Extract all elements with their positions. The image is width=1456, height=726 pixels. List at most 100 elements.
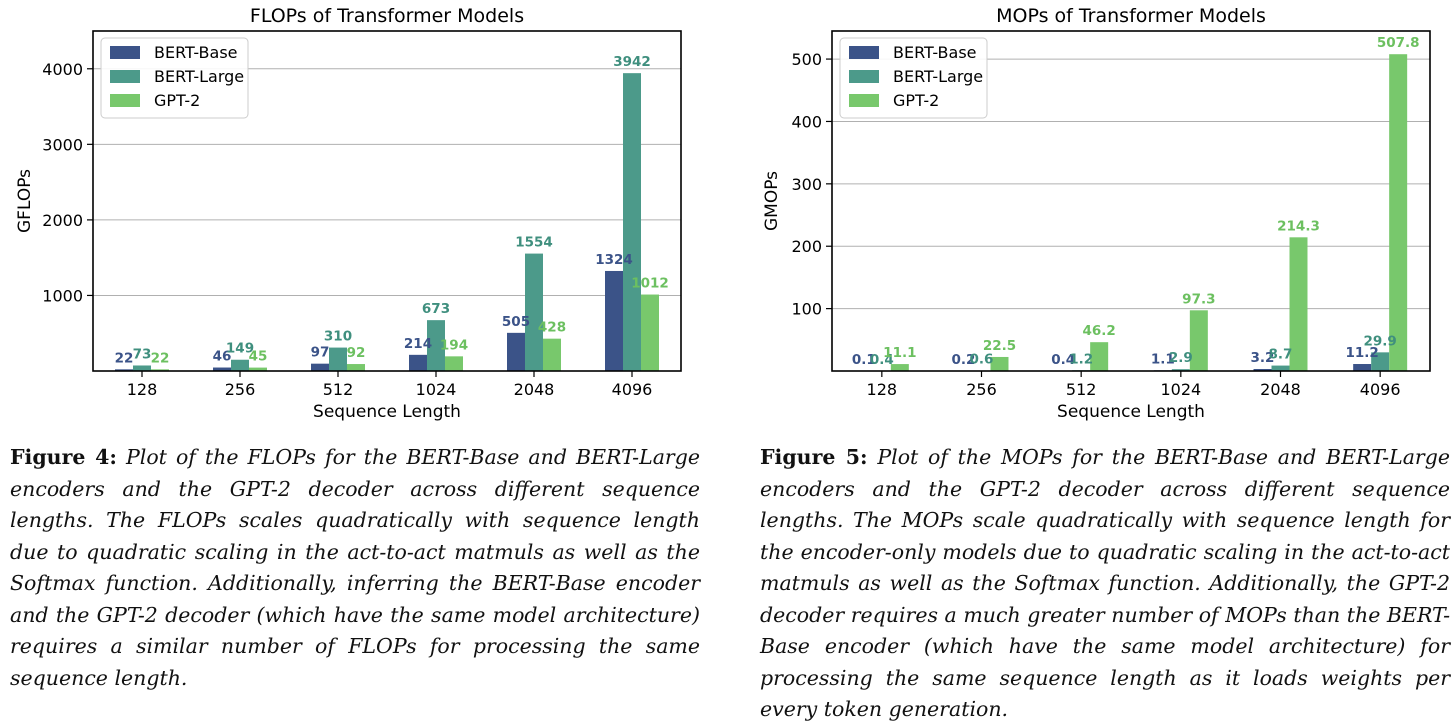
data-label-bert-large-256: 0.6 <box>970 352 994 368</box>
legend-swatch-gpt-2 <box>110 94 140 107</box>
legend-label-bert-base: BERT-Base <box>154 43 238 62</box>
data-label-gpt-2-4096: 507.8 <box>1377 35 1420 51</box>
legend-swatch-gpt-2 <box>849 94 879 107</box>
figure-4-panel: FLOPs of Transformer Models 1000 2000 3000 4… <box>0 0 728 696</box>
data-label-bert-large-256: 149 <box>226 341 254 357</box>
data-label-gpt-2-2048: 428 <box>538 320 566 336</box>
bar-gpt-2-1024 <box>445 356 463 371</box>
data-label-bert-base-2048: 505 <box>502 314 530 330</box>
y-tick-label: 500 <box>791 50 822 69</box>
legend-label-gpt-2: GPT-2 <box>893 91 939 110</box>
x-tick-label: 256 <box>966 380 997 399</box>
bar-gpt-2-256 <box>249 367 267 371</box>
x-axis-label: Sequence Length <box>313 402 461 422</box>
bar-bert-base-512 <box>311 363 329 371</box>
legend-swatch-bert-base <box>849 46 879 59</box>
y-tick-label: 1000 <box>42 286 83 305</box>
y-tick-label: 100 <box>791 300 822 319</box>
x-tick-label: 128 <box>127 380 158 399</box>
data-label-bert-large-512: 310 <box>324 329 352 345</box>
bar-gpt-2-2048 <box>1289 237 1308 371</box>
bar-gpt-2-512 <box>1090 342 1109 371</box>
figure-4-label: Figure 4: <box>10 445 117 469</box>
bar-bert-base-1024 <box>409 354 427 371</box>
data-label-gpt-2-1024: 97.3 <box>1182 291 1215 307</box>
figure-5-text: Plot of the MOPs for the BERT-Base and B… <box>760 445 1450 721</box>
bar-bert-base-2048 <box>1253 369 1272 371</box>
data-label-bert-base-128: 22 <box>115 350 134 366</box>
y-axis-label: GMOPs <box>762 171 782 231</box>
bar-gpt-2-512 <box>347 364 365 371</box>
data-label-bert-base-128: 0.1 <box>852 352 876 368</box>
flops-bar-chart: FLOPs of Transformer Models 1000 2000 3000 4… <box>15 5 682 422</box>
bar-gpt-2-256 <box>990 356 1009 371</box>
x-tick-label: 2048 <box>514 380 555 399</box>
y-axis-label: GFLOPs <box>15 169 35 233</box>
bar-gpt-2-4096 <box>641 294 659 371</box>
legend-label-bert-base: BERT-Base <box>893 43 977 62</box>
y-tick-label: 300 <box>791 175 822 194</box>
data-label-gpt-2-256: 45 <box>249 349 268 365</box>
data-label-bert-base-512: 0.4 <box>1051 352 1075 368</box>
x-tick-label: 1024 <box>1160 380 1201 399</box>
y-tick-label: 3000 <box>42 135 83 154</box>
plot-frame <box>831 30 1431 372</box>
data-label-bert-large-1024: 2.9 <box>1169 350 1193 366</box>
data-label-bert-base-256: 46 <box>213 349 232 365</box>
figure-4-caption: Figure 4: Plot of the FLOPs for the BERT… <box>10 442 700 694</box>
data-label-bert-large-2048: 8.7 <box>1269 347 1293 363</box>
bar-gpt-2-1024 <box>1189 310 1208 371</box>
data-label-gpt-2-1024: 194 <box>440 337 468 353</box>
bar-bert-base-2048 <box>507 332 525 371</box>
x-tick-label: 4096 <box>612 380 653 399</box>
bar-bert-large-2048 <box>1271 365 1290 371</box>
mops-bar-chart: MOPs of Transformer Models 100 200 300 400 50… <box>762 5 1431 422</box>
x-axis-label: Sequence Length <box>1057 402 1205 422</box>
bar-bert-large-4096 <box>623 73 641 371</box>
data-label-bert-large-1024: 673 <box>422 301 450 317</box>
legend-label-bert-large: BERT-Large <box>154 67 244 86</box>
data-label-gpt-2-512: 46.2 <box>1083 323 1116 339</box>
data-label-bert-large-4096: 3942 <box>613 54 651 70</box>
data-label-bert-large-512: 1.2 <box>1069 351 1093 367</box>
data-label-gpt-2-128: 22 <box>151 350 170 366</box>
data-label-bert-base-1024: 214 <box>404 336 432 352</box>
x-tick-label: 2048 <box>1260 380 1301 399</box>
bar-bert-base-256 <box>213 367 231 371</box>
data-label-bert-large-4096: 29.9 <box>1364 333 1397 349</box>
legend-label-bert-large: BERT-Large <box>893 67 983 86</box>
x-tick-label: 256 <box>225 380 256 399</box>
data-label-bert-large-128: 0.4 <box>870 352 894 368</box>
chart-title: MOPs of Transformer Models <box>996 5 1266 27</box>
legend-swatch-bert-large <box>110 70 140 83</box>
data-label-bert-base-4096: 1324 <box>595 252 633 268</box>
data-label-bert-large-128: 73 <box>133 346 152 362</box>
x-tick-label: 512 <box>323 380 354 399</box>
figure-5-panel: MOPs of Transformer Models 100 200 300 400 50… <box>728 0 1456 721</box>
legend-swatch-bert-large <box>849 70 879 83</box>
bar-bert-base-4096 <box>605 270 623 371</box>
data-label-bert-base-1024: 1.1 <box>1151 351 1175 367</box>
data-label-bert-base-256: 0.2 <box>952 352 976 368</box>
bar-gpt-2-128 <box>890 364 909 371</box>
bar-bert-large-1024 <box>427 320 445 371</box>
legend: BERT-Base BERT-Large GPT-2 <box>839 37 988 119</box>
x-tick-label: 128 <box>867 380 898 399</box>
figure-5-caption: Figure 5: Plot of the MOPs for the BERT-… <box>760 442 1450 726</box>
bar-gpt-2-2048 <box>543 338 561 371</box>
bar-bert-large-2048 <box>525 253 543 371</box>
legend: BERT-Base BERT-Large GPT-2 <box>100 37 249 119</box>
y-tick-label: 4000 <box>42 60 83 79</box>
legend-label-gpt-2: GPT-2 <box>154 91 200 110</box>
data-label-gpt-2-256: 22.5 <box>983 338 1016 354</box>
data-label-gpt-2-128: 11.1 <box>883 345 916 361</box>
data-label-bert-large-2048: 1554 <box>515 235 553 251</box>
data-label-gpt-2-4096: 1012 <box>631 276 669 292</box>
data-label-gpt-2-512: 92 <box>347 345 366 361</box>
figure-5-label: Figure 5: <box>760 445 868 469</box>
bar-bert-base-4096 <box>1353 364 1372 371</box>
bar-bert-base-128 <box>115 369 133 371</box>
x-tick-label: 1024 <box>416 380 457 399</box>
chart-title: FLOPs of Transformer Models <box>250 5 524 27</box>
bar-bert-large-128 <box>133 365 151 371</box>
